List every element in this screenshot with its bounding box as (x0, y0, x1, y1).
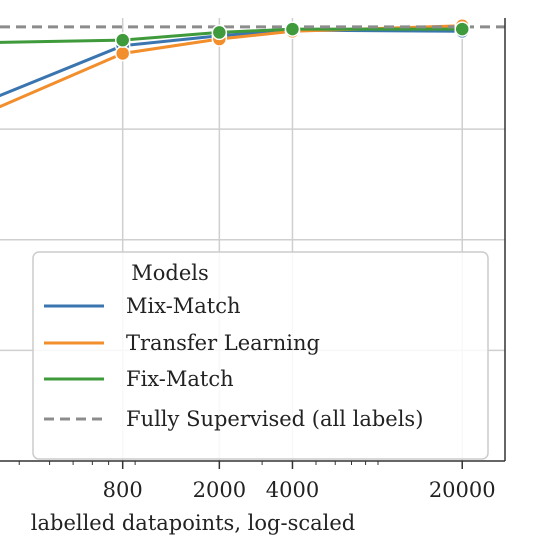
x-tick-label: 800 (103, 478, 143, 502)
axes: 800 2000 4000 20000 (0, 18, 506, 502)
x-tick-label: 4000 (266, 478, 319, 502)
data-point (114, 45, 131, 62)
data-point (454, 21, 470, 37)
legend-label: Mix-Match (126, 294, 241, 318)
data-point (114, 32, 131, 48)
x-axis-label: labelled datapoints, log-scaled (31, 511, 355, 535)
legend-label: Transfer Learning (126, 331, 320, 355)
x-tick-label: 2000 (193, 478, 246, 502)
legend-label: Fully Supervised (all labels) (126, 407, 423, 431)
legend-box (32, 251, 489, 460)
series-group (0, 18, 505, 109)
grid (0, 18, 505, 461)
legend-title: Models (131, 261, 209, 285)
x-tick-label: 20000 (429, 478, 496, 502)
data-point (284, 21, 301, 37)
data-point (211, 24, 228, 41)
legend-label: Fix-Match (126, 367, 234, 391)
legend: Models Mix-Match Transfer Learning Fix-Matc… (32, 251, 489, 460)
